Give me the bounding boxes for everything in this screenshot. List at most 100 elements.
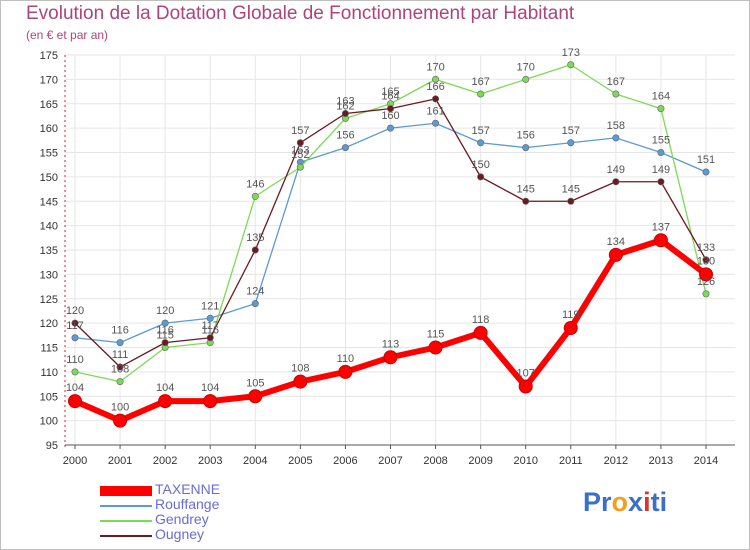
data-label: 137 <box>652 221 670 233</box>
data-label: 164 <box>652 91 670 103</box>
data-point <box>432 95 440 103</box>
x-tick-label: 2006 <box>333 455 357 467</box>
x-tick-label: 2007 <box>378 455 402 467</box>
data-label: 116 <box>111 325 129 337</box>
x-tick-label: 2005 <box>288 455 312 467</box>
data-label: 113 <box>382 338 400 350</box>
data-label: 157 <box>562 125 580 137</box>
y-tick-label: 160 <box>40 123 58 135</box>
data-point <box>477 90 485 98</box>
data-point <box>293 374 308 389</box>
data-point <box>657 178 665 186</box>
data-point <box>653 233 668 248</box>
data-label: 115 <box>156 330 174 342</box>
y-tick-label: 125 <box>40 294 58 306</box>
data-label: 158 <box>607 120 625 132</box>
data-label: 166 <box>426 81 444 93</box>
data-label: 157 <box>471 125 489 137</box>
data-point <box>477 139 485 147</box>
y-tick-label: 105 <box>40 391 58 403</box>
data-label: 173 <box>562 47 580 59</box>
logo-part: o <box>611 487 629 517</box>
data-label: 150 <box>471 159 489 171</box>
data-point <box>428 340 443 355</box>
data-label: 163 <box>336 96 354 108</box>
data-point <box>612 178 620 186</box>
x-tick-label: 2009 <box>468 455 492 467</box>
y-tick-label: 150 <box>40 172 58 184</box>
data-label: 153 <box>291 144 309 156</box>
data-label: 130 <box>697 255 715 267</box>
data-point <box>563 321 578 335</box>
data-point <box>567 197 575 205</box>
data-label: 110 <box>337 353 355 365</box>
data-point <box>657 149 665 157</box>
data-label: 134 <box>607 236 625 248</box>
y-tick-label: 120 <box>40 318 58 330</box>
y-tick-label: 170 <box>40 74 58 86</box>
data-label: 164 <box>381 91 399 103</box>
y-tick-label: 135 <box>40 245 58 257</box>
data-point <box>248 389 263 404</box>
data-label: 149 <box>607 164 625 176</box>
x-tick-label: 2003 <box>198 455 222 467</box>
x-tick-label: 2012 <box>604 455 628 467</box>
data-point <box>203 394 218 409</box>
data-point <box>702 256 710 264</box>
data-point <box>206 314 214 322</box>
legend-label: Gendrey <box>155 511 209 527</box>
data-label: 107 <box>517 368 535 380</box>
x-tick-label: 2008 <box>423 455 447 467</box>
data-label: 149 <box>652 164 670 176</box>
data-point <box>251 300 259 308</box>
proxiti-logo: Proxiti <box>583 487 667 518</box>
data-point <box>71 334 79 342</box>
data-point <box>699 267 713 282</box>
data-point <box>612 134 620 142</box>
data-label: 108 <box>291 363 309 375</box>
data-label: 151 <box>697 154 715 166</box>
data-label: 156 <box>336 130 354 142</box>
data-label: 100 <box>111 402 129 414</box>
data-point <box>71 319 79 327</box>
data-label: 110 <box>66 354 84 366</box>
y-tick-label: 100 <box>40 416 58 428</box>
y-tick-label: 155 <box>40 148 58 160</box>
x-tick-label: 2001 <box>108 455 132 467</box>
y-tick-label: 145 <box>40 196 58 208</box>
data-point <box>386 105 394 113</box>
data-label: 160 <box>381 110 399 122</box>
data-label: 104 <box>156 382 174 394</box>
data-label: 111 <box>112 349 129 361</box>
data-point <box>341 144 349 152</box>
y-tick-label: 115 <box>40 343 58 355</box>
data-point <box>338 364 353 379</box>
data-point <box>341 110 349 118</box>
data-point <box>432 119 440 127</box>
data-label: 135 <box>246 232 264 244</box>
x-tick-label: 2002 <box>153 455 177 467</box>
data-label: 126 <box>697 276 715 288</box>
data-point <box>161 339 169 347</box>
data-label: 161 <box>426 105 444 117</box>
legend-swatch <box>100 520 152 522</box>
data-point <box>383 350 398 365</box>
y-tick-label: 140 <box>40 221 58 233</box>
data-label: 119 <box>562 309 580 321</box>
data-point <box>477 173 485 181</box>
data-point <box>608 247 623 262</box>
x-tick-label: 2013 <box>649 455 673 467</box>
data-label: 170 <box>517 61 535 73</box>
data-point <box>386 124 394 132</box>
data-label: 104 <box>66 382 84 394</box>
data-point <box>116 363 124 371</box>
x-tick-label: 2014 <box>694 455 718 467</box>
data-point <box>522 75 530 83</box>
data-point <box>522 197 530 205</box>
chart-subtitle: (en € et par an) <box>26 28 109 42</box>
logo-part: Pr <box>583 487 612 517</box>
y-tick-label: 175 <box>40 50 58 62</box>
data-point <box>702 168 710 176</box>
data-label: 167 <box>607 76 625 88</box>
data-point <box>567 61 575 69</box>
